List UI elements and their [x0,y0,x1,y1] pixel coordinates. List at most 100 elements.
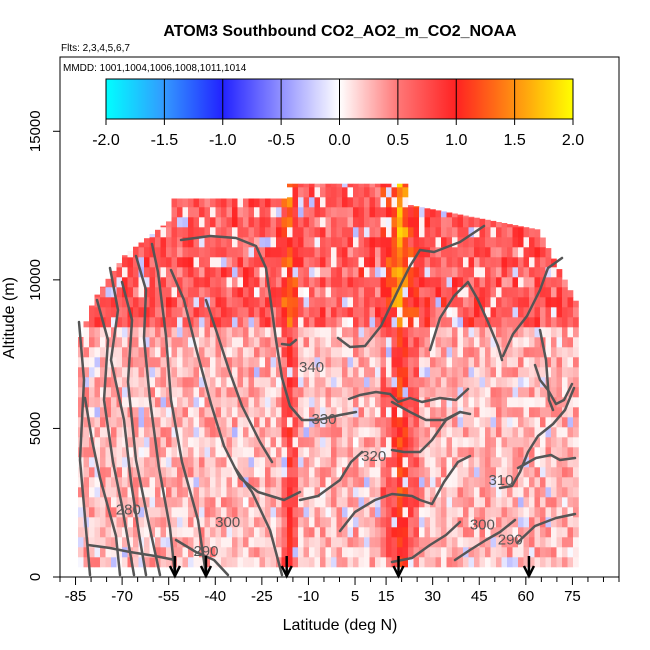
heatmap-cell [413,217,420,228]
heatmap-cell [204,327,211,338]
heatmap-cell [534,397,541,408]
heatmap-cell [171,287,178,298]
heatmap-cell [111,297,117,308]
heatmap-cell [567,507,574,518]
heatmap-cell [248,397,255,408]
heatmap-cell [490,367,497,378]
heatmap-cell [248,217,255,228]
heatmap-cell [116,317,123,328]
heatmap-cell [540,447,546,458]
heatmap-cell [468,497,475,508]
heatmap-cell [314,377,321,388]
heatmap-cell [188,557,194,568]
heatmap-cell [347,257,354,268]
heatmap-cell [336,497,343,508]
heatmap-cell [369,407,376,418]
heatmap-cell [160,367,167,378]
heatmap-cell [111,547,117,558]
heatmap-cell [358,497,365,508]
heatmap-cell [149,327,156,338]
heatmap-cell [265,427,271,438]
heatmap-cell [248,467,255,478]
heatmap-cell [386,297,392,308]
heatmap-cell [210,497,216,508]
heatmap-cell [408,347,414,358]
heatmap-cell [463,327,469,338]
heatmap-cell [298,327,304,338]
heatmap-cell [391,427,398,438]
heatmap-cell [380,397,387,408]
heatmap-cell [182,327,189,338]
heatmap-cell [408,417,414,428]
heatmap-cell [193,247,200,258]
heatmap-cell [188,297,194,308]
heatmap-cell [507,367,513,378]
heatmap-cell [331,287,337,298]
heatmap-cell [314,507,321,518]
heatmap-cell [501,267,508,278]
heatmap-cell [551,447,557,458]
heatmap-cell [309,257,315,268]
heatmap-cell [105,487,112,498]
heatmap-cell [188,397,194,408]
heatmap-cell [556,357,563,368]
heatmap-cell [336,207,343,218]
heatmap-cell [507,397,513,408]
heatmap-cell [386,347,392,358]
y-tick-label: 15000 [27,110,44,152]
heatmap-cell [210,357,216,368]
heatmap-cell [474,527,480,538]
heatmap-cell [551,307,557,318]
heatmap-cell [144,417,150,428]
heatmap-cell [479,387,486,398]
heatmap-cell [496,337,502,348]
heatmap-cell [386,487,392,498]
heatmap-cell [408,377,414,388]
heatmap-cell [199,337,205,348]
heatmap-cell [325,307,332,318]
heatmap-cell [358,297,365,308]
heatmap-cell [149,297,156,308]
heatmap-cell [254,347,260,358]
heatmap-cell [287,487,293,498]
y-tick-label: 10000 [27,259,44,301]
heatmap-cell [166,297,172,308]
heatmap-cell [347,367,354,378]
heatmap-cell [221,537,227,548]
heatmap-cell [199,487,205,498]
heatmap-cell [89,547,95,558]
heatmap-cell [270,207,277,218]
heatmap-cell [496,287,502,298]
heatmap-cell [188,447,194,458]
heatmap-cell [353,267,359,278]
heatmap-cell [149,397,156,408]
heatmap-cell [490,437,497,448]
heatmap-cell [523,377,530,388]
heatmap-cell [94,417,101,428]
heatmap-cell [298,237,304,248]
heatmap-cell [358,357,365,368]
heatmap-cell [545,457,552,468]
heatmap-cell [463,357,469,368]
heatmap-cell [314,497,321,508]
heatmap-cell [419,457,425,468]
heatmap-cell [435,227,442,238]
heatmap-cell [534,277,541,288]
heatmap-cell [435,407,442,418]
heatmap-cell [105,477,112,488]
heatmap-cell [100,287,106,298]
heatmap-cell [540,367,546,378]
heatmap-cell [193,557,200,568]
heatmap-cell [496,547,502,558]
heatmap-cell [116,497,123,508]
heatmap-cell [182,407,189,418]
heatmap-cell [424,487,431,498]
heatmap-cell [336,507,343,518]
heatmap-cell [452,217,458,228]
heatmap-cell [210,237,216,248]
heatmap-cell [386,497,392,508]
heatmap-cell [298,207,304,218]
heatmap-cell [518,507,524,518]
heatmap-cell [292,477,299,488]
heatmap-cell [391,477,398,488]
